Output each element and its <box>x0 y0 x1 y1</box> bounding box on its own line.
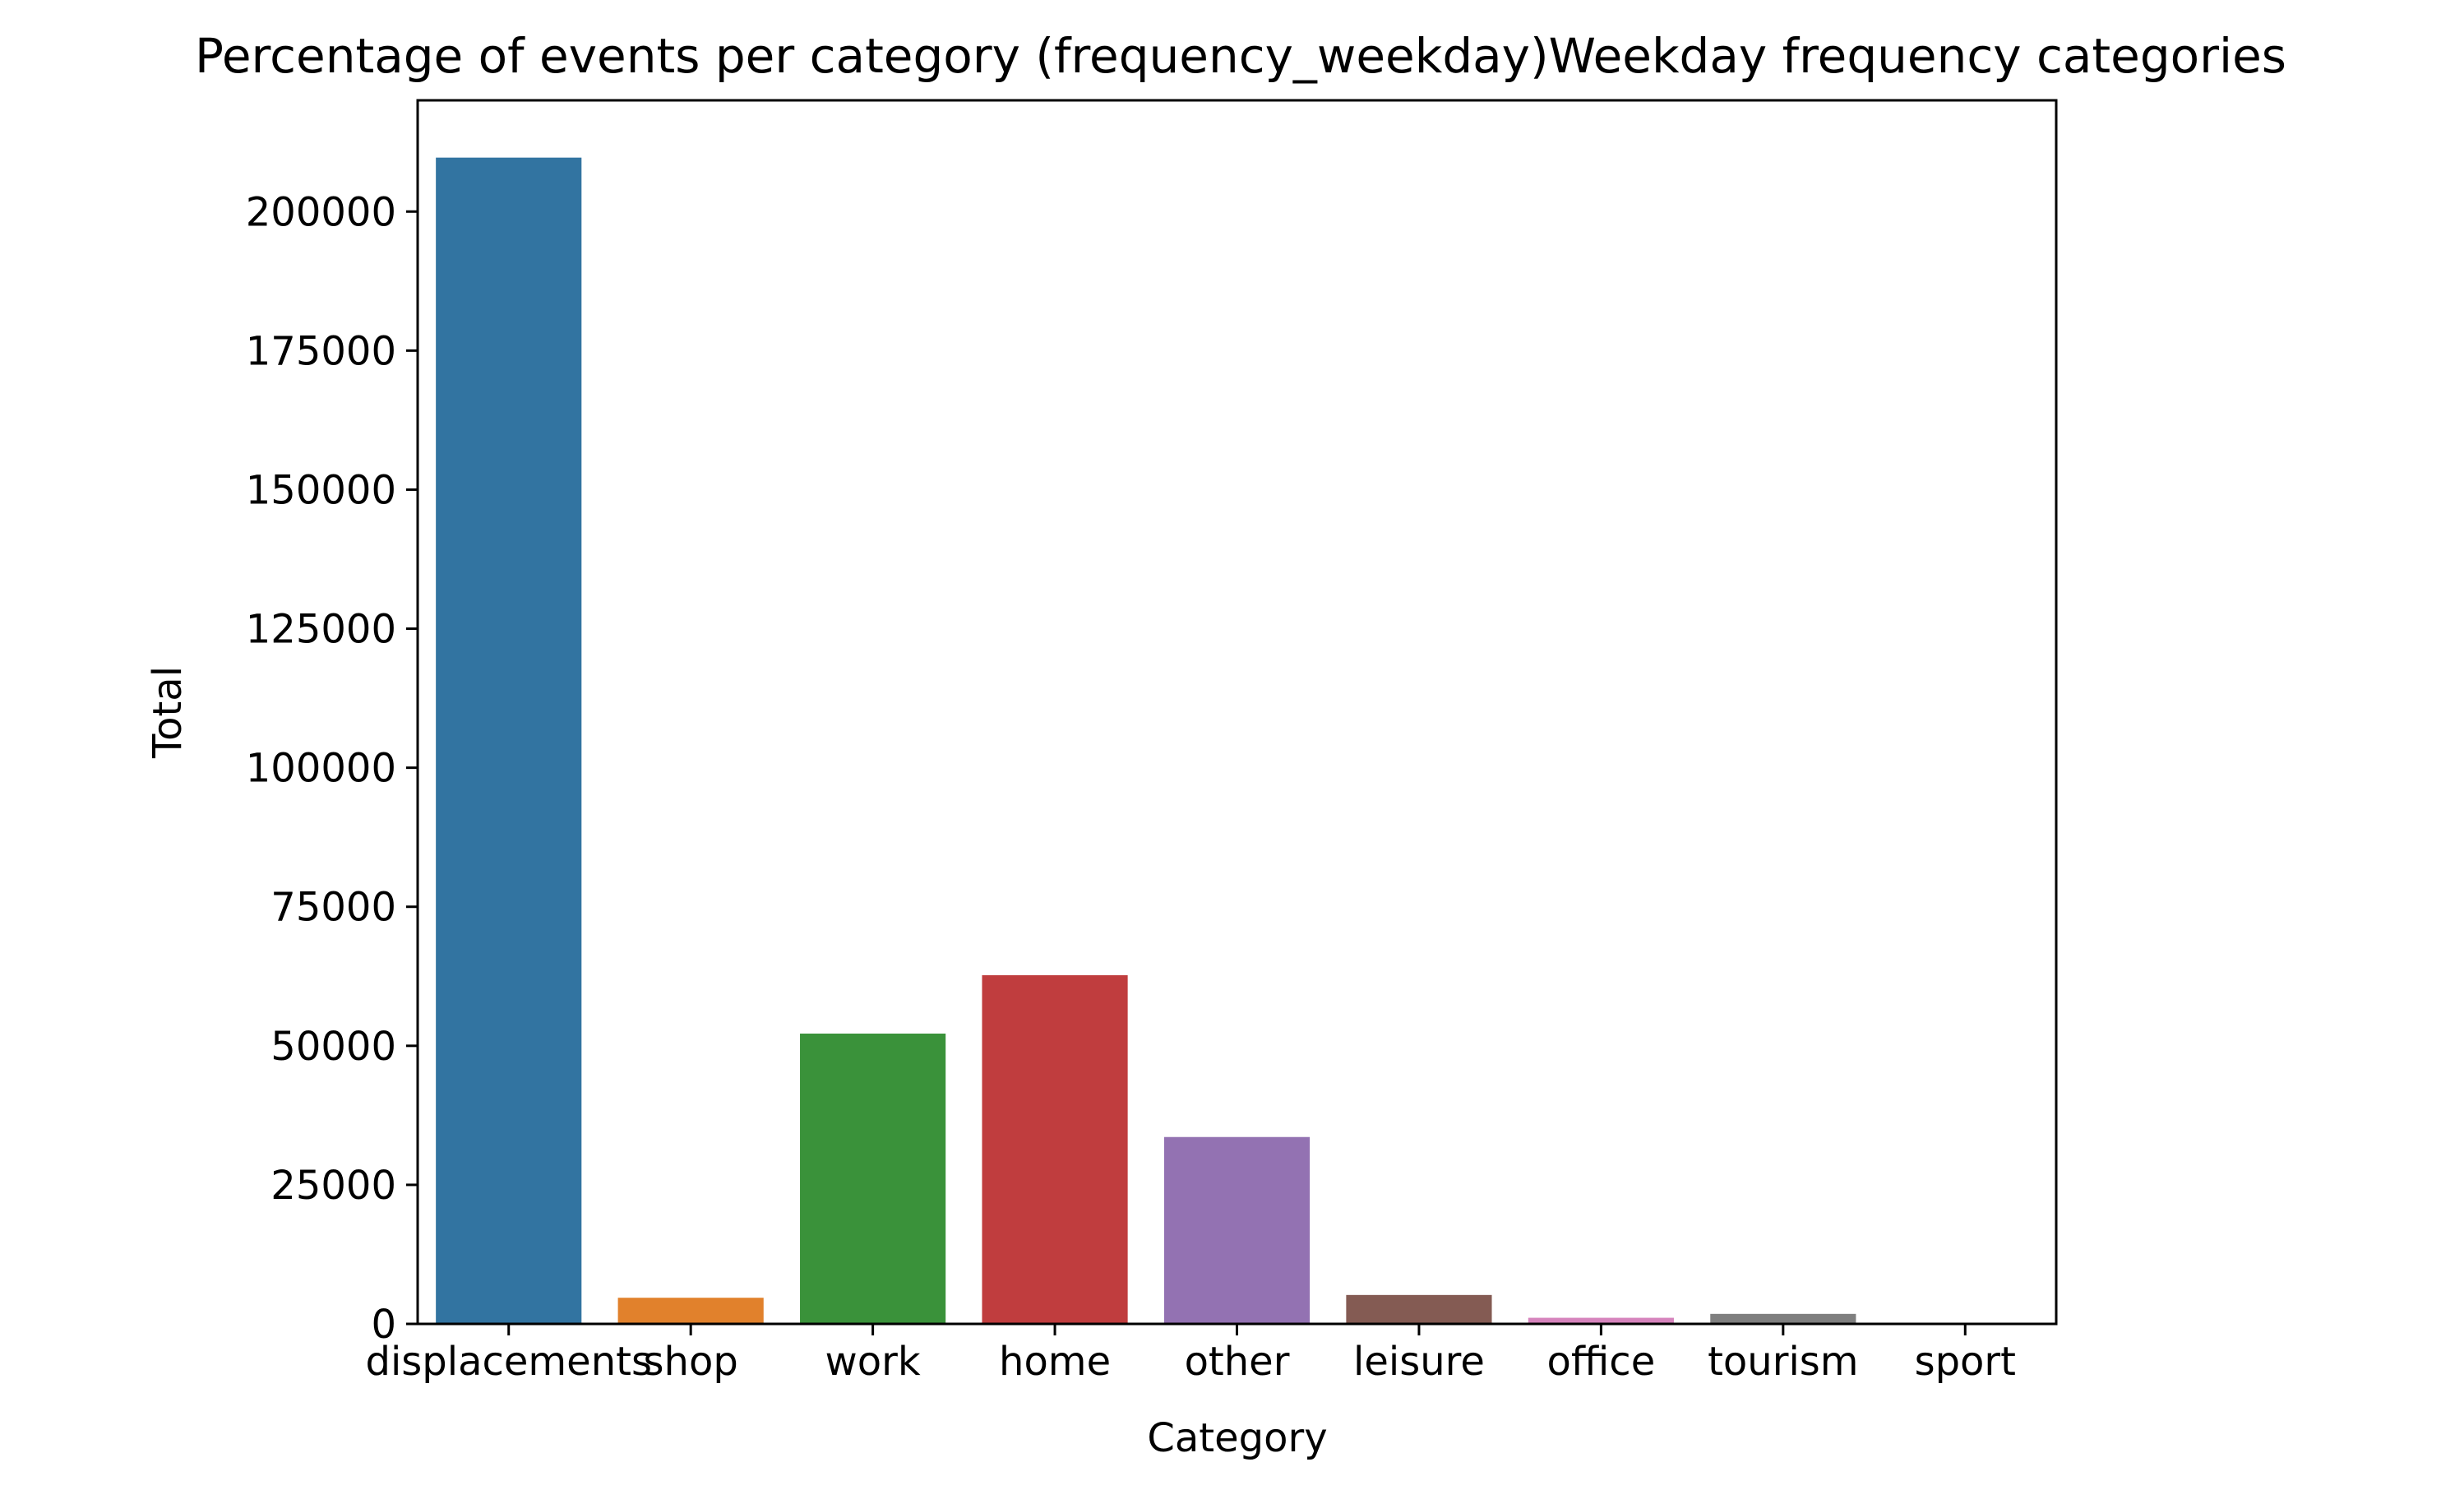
bar-work <box>800 1033 946 1324</box>
bar-office <box>1528 1317 1674 1324</box>
y-tick-label: 100000 <box>246 746 396 792</box>
y-tick-label: 125000 <box>246 607 396 653</box>
bar-shop <box>617 1298 764 1324</box>
y-axis-label: Total <box>145 666 191 759</box>
x-tick-label: tourism <box>1708 1339 1858 1385</box>
bars-group <box>436 157 2038 1325</box>
y-tick-label: 50000 <box>270 1024 396 1070</box>
plot-frame <box>416 99 2058 1326</box>
x-tick-label: work <box>825 1339 921 1385</box>
x-tick-label: leisure <box>1353 1339 1485 1385</box>
y-tick-label: 150000 <box>246 467 396 513</box>
y-tick-label: 75000 <box>270 885 396 931</box>
x-axis-label: Category <box>1147 1415 1327 1461</box>
bar-tourism <box>1710 1313 1856 1324</box>
y-tick-label: 175000 <box>246 328 396 374</box>
y-tick-label: 0 <box>371 1302 396 1348</box>
bar-leisure <box>1346 1294 1492 1324</box>
y-axis-ticks: 0 25000 50000 75000 100000 125000 150000 175000… <box>246 189 418 1348</box>
x-tick-label: office <box>1547 1339 1656 1385</box>
bar-displacements <box>436 157 582 1325</box>
x-tick-label: other <box>1185 1339 1290 1385</box>
chart-title: Percentage of events per category (frequ… <box>195 28 2286 84</box>
y-tick-label: 200000 <box>246 189 396 235</box>
y-tick-label: 25000 <box>270 1163 396 1209</box>
x-tick-label: home <box>999 1339 1111 1385</box>
x-tick-label: displacements <box>365 1339 652 1385</box>
bar-home <box>982 974 1128 1324</box>
x-tick-label: shop <box>644 1339 738 1385</box>
bar-other <box>1163 1136 1311 1324</box>
x-tick-label: sport <box>1915 1339 2016 1385</box>
